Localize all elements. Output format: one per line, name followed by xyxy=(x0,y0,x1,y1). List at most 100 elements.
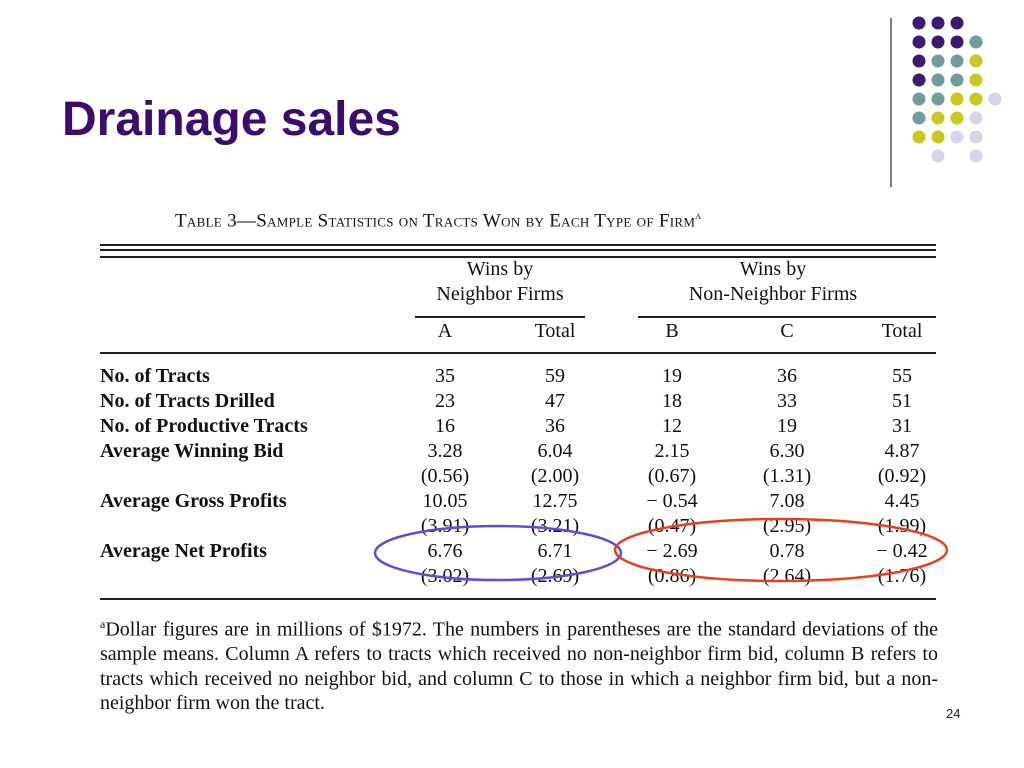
dot xyxy=(912,130,926,144)
decoration xyxy=(890,16,1002,187)
dot xyxy=(950,35,964,49)
dot xyxy=(931,92,945,106)
cell-value: 0.78 xyxy=(769,540,805,562)
cell-value: 35 xyxy=(435,365,455,387)
row-label: No. of Tracts xyxy=(100,365,210,387)
slide-title: Drainage sales xyxy=(62,93,401,146)
cell-value: 7.08 xyxy=(769,490,805,512)
cell-value: 16 xyxy=(435,415,455,437)
cell-sd: (0.47) xyxy=(647,515,697,537)
dot xyxy=(969,149,983,163)
cell-value: 36 xyxy=(545,415,565,437)
table-caption: Table 3—Sample Statistics on Tracts Won … xyxy=(175,208,701,232)
cell-value: − 2.69 xyxy=(646,540,698,562)
footnote-text: Dollar figures are in millions of $1972.… xyxy=(100,618,938,715)
cell-value: − 0.54 xyxy=(646,490,698,512)
dot xyxy=(969,54,983,68)
cell-sd: (3.91) xyxy=(420,515,470,537)
cell-value: 18 xyxy=(662,390,682,412)
caption-note: a xyxy=(695,208,702,222)
caption-text: Table 3—Sample Statistics on Tracts Won … xyxy=(175,210,696,232)
dot xyxy=(988,92,1002,106)
rule xyxy=(100,352,936,354)
dot xyxy=(969,130,983,144)
page-number: 24 xyxy=(946,706,961,721)
rule xyxy=(100,256,936,258)
cell-value: 33 xyxy=(777,390,797,412)
dot xyxy=(931,54,945,68)
cell-value: 59 xyxy=(545,365,565,387)
cell-sd: (2.69) xyxy=(530,565,580,587)
cell-sd: (0.56) xyxy=(420,465,470,487)
group-header: Neighbor Firms xyxy=(436,283,564,305)
column-header: Total xyxy=(534,320,576,342)
cell-value: 12 xyxy=(662,415,682,437)
group-header: Wins by xyxy=(466,258,534,280)
footnote-marker: a xyxy=(100,617,106,631)
cell-value: 4.45 xyxy=(884,490,920,512)
cell-sd: (1.99) xyxy=(877,515,927,537)
cell-value: 19 xyxy=(777,415,797,437)
dot xyxy=(912,35,926,49)
dot xyxy=(931,149,945,163)
dot xyxy=(931,111,945,125)
cell-value: 6.71 xyxy=(537,540,573,562)
cell-value: 19 xyxy=(662,365,682,387)
cell-value: 6.76 xyxy=(427,540,463,562)
dot xyxy=(912,73,926,87)
row-label: Average Winning Bid xyxy=(100,440,284,462)
cell-sd: (2.64) xyxy=(762,565,812,587)
cell-value: 51 xyxy=(892,390,912,412)
cell-value: 4.87 xyxy=(884,440,920,462)
dot xyxy=(950,54,964,68)
dot xyxy=(969,111,983,125)
cell-value: 2.15 xyxy=(654,440,690,462)
cell-value: 31 xyxy=(892,415,912,437)
cell-sd: (2.00) xyxy=(530,465,580,487)
dot xyxy=(969,35,983,49)
dot xyxy=(950,16,964,30)
dot xyxy=(931,130,945,144)
cell-sd: (3.21) xyxy=(530,515,580,537)
cell-sd: (2.95) xyxy=(762,515,812,537)
row-label: No. of Tracts Drilled xyxy=(100,390,275,412)
dot xyxy=(969,73,983,87)
dot xyxy=(950,111,964,125)
cell-value: 47 xyxy=(545,390,565,412)
dot xyxy=(950,73,964,87)
cell-sd: (0.92) xyxy=(877,465,927,487)
group-header: Non-Neighbor Firms xyxy=(688,283,858,305)
cell-value: 10.05 xyxy=(422,490,468,512)
dot xyxy=(912,111,926,125)
rule xyxy=(415,316,585,318)
cell-value: − 0.42 xyxy=(876,540,928,562)
cell-value: 36 xyxy=(777,365,797,387)
row-label: Average Net Profits xyxy=(100,540,267,562)
dot xyxy=(912,54,926,68)
column-header: B xyxy=(665,320,679,342)
footnote: aDollar figures are in millions of $1972… xyxy=(100,612,938,716)
dot xyxy=(912,16,926,30)
dot xyxy=(931,73,945,87)
rule xyxy=(100,598,936,600)
column-header: C xyxy=(780,320,794,342)
dot xyxy=(950,92,964,106)
rule xyxy=(100,244,936,246)
cell-value: 23 xyxy=(435,390,455,412)
row-label: No. of Productive Tracts xyxy=(100,415,308,437)
column-header: A xyxy=(437,320,453,342)
dot xyxy=(912,92,926,106)
cell-value: 55 xyxy=(892,365,912,387)
rule xyxy=(100,249,936,251)
cell-sd: (1.76) xyxy=(877,565,927,587)
cell-sd: (0.86) xyxy=(647,565,697,587)
column-header: Total xyxy=(881,320,923,342)
cell-value: 6.04 xyxy=(537,440,573,462)
cell-value: 6.30 xyxy=(769,440,805,462)
dot xyxy=(931,16,945,30)
cell-sd: (3.02) xyxy=(420,565,470,587)
row-label: Average Gross Profits xyxy=(100,490,287,512)
cell-sd: (1.31) xyxy=(762,465,812,487)
cell-value: 3.28 xyxy=(427,440,463,462)
